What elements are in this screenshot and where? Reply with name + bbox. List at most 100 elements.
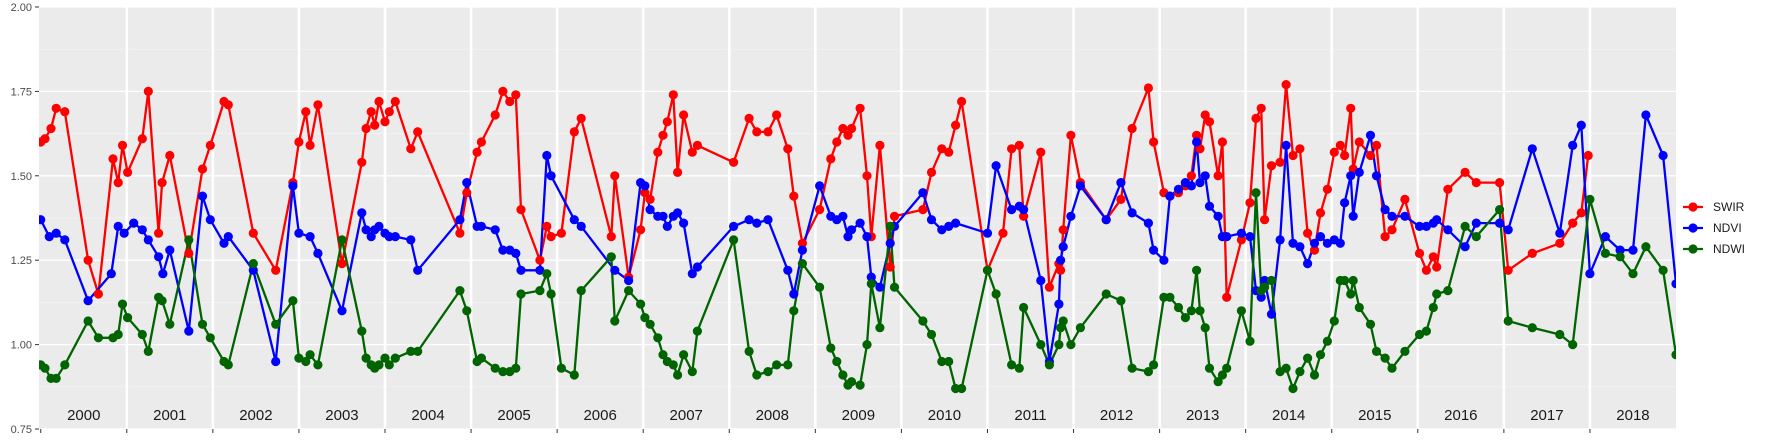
ndwi-point bbox=[535, 286, 545, 296]
ndwi-point bbox=[380, 353, 390, 363]
swir-point bbox=[662, 117, 672, 127]
ndwi-point bbox=[1371, 346, 1382, 356]
ndwi-point bbox=[1615, 252, 1625, 262]
ndvi-point bbox=[1503, 225, 1513, 235]
swir-point bbox=[1127, 123, 1137, 134]
ndwi-point bbox=[846, 377, 857, 387]
ndvi-point bbox=[511, 248, 521, 258]
ndwi-point bbox=[797, 259, 808, 269]
ndvi-point bbox=[576, 221, 586, 231]
swir-point bbox=[1066, 130, 1076, 140]
ndvi-point bbox=[1186, 181, 1196, 191]
swir-point bbox=[223, 100, 233, 110]
swir-point bbox=[1186, 171, 1196, 181]
swir-point bbox=[826, 154, 836, 164]
ndvi-point bbox=[662, 221, 672, 231]
ndwi-point bbox=[93, 333, 103, 343]
swir-point bbox=[1380, 232, 1390, 242]
ndwi-point bbox=[692, 326, 703, 336]
year-label: 2016 bbox=[1444, 407, 1477, 424]
ndvi-point bbox=[1165, 191, 1175, 201]
ndwi-point bbox=[1007, 360, 1017, 370]
swir-point bbox=[1432, 262, 1442, 272]
ndvi-point bbox=[744, 215, 754, 225]
swir-point bbox=[783, 144, 793, 154]
ndvi-point bbox=[476, 221, 486, 231]
swir-point bbox=[679, 110, 689, 120]
ndwi-point bbox=[885, 221, 895, 231]
ndwi-point bbox=[1365, 319, 1376, 329]
swir-point bbox=[855, 103, 865, 113]
ndwi-point bbox=[729, 235, 739, 245]
ndwi-point bbox=[668, 360, 678, 370]
ndwi-point bbox=[1251, 188, 1261, 198]
swir-point bbox=[1414, 248, 1425, 258]
ndvi-point bbox=[143, 235, 153, 245]
ndwi-point bbox=[1322, 336, 1332, 346]
ndwi-point bbox=[546, 289, 556, 299]
year-label: 2009 bbox=[842, 407, 875, 424]
ndwi-point bbox=[1058, 316, 1068, 326]
ndvi-point bbox=[1213, 211, 1223, 221]
ndvi-point bbox=[106, 269, 116, 279]
ndwi-point bbox=[1315, 350, 1326, 360]
ndwi-point bbox=[673, 370, 683, 380]
swir-point bbox=[1213, 171, 1223, 181]
swir-point bbox=[951, 120, 961, 130]
ndvi-point bbox=[366, 232, 376, 242]
swir-point bbox=[1149, 137, 1159, 147]
swir-point bbox=[846, 123, 857, 134]
swir-point bbox=[1576, 208, 1586, 218]
ndwi-point bbox=[337, 235, 347, 245]
swir-point bbox=[658, 130, 668, 140]
swir-point bbox=[93, 289, 103, 299]
swir-point bbox=[1555, 238, 1565, 248]
swir-point bbox=[1058, 225, 1068, 235]
ndwi-point bbox=[1245, 336, 1255, 346]
year-label: 2017 bbox=[1530, 407, 1563, 424]
swir-point bbox=[1251, 113, 1261, 123]
ndwi-point bbox=[576, 286, 586, 296]
ndvi-point bbox=[1354, 167, 1364, 177]
ndvi-point bbox=[569, 215, 579, 225]
ndvi-point bbox=[1036, 275, 1046, 286]
ndwi-point bbox=[832, 356, 842, 367]
swir-point bbox=[1322, 184, 1332, 194]
swir-point bbox=[1007, 144, 1017, 154]
ndwi-point bbox=[556, 363, 567, 373]
ndvi-point bbox=[1387, 211, 1397, 221]
ndwi-point bbox=[624, 286, 634, 296]
ndwi-point bbox=[1555, 329, 1565, 340]
swir-point bbox=[1295, 144, 1305, 154]
ndvi-point bbox=[184, 326, 194, 336]
swir-point bbox=[1428, 252, 1438, 262]
ndvi-point bbox=[1222, 232, 1232, 242]
swir-point bbox=[1387, 225, 1397, 235]
ndvi-point bbox=[937, 225, 947, 235]
ndwi-point bbox=[301, 356, 311, 367]
ndvi-point bbox=[1303, 259, 1313, 269]
ndwi-point bbox=[1387, 363, 1397, 373]
ndwi-point bbox=[476, 353, 486, 363]
ndvi-point bbox=[462, 178, 472, 188]
ndvi-point bbox=[679, 218, 689, 228]
ndvi-point bbox=[1058, 242, 1068, 252]
swir-point bbox=[248, 228, 258, 238]
ndwi-point bbox=[1044, 360, 1054, 370]
ndwi-point bbox=[205, 333, 215, 343]
ndvi-point bbox=[248, 265, 258, 275]
ndvi-point bbox=[1281, 140, 1291, 150]
ndvi-point bbox=[51, 228, 61, 238]
ndwi-point bbox=[815, 282, 825, 292]
year-label: 2015 bbox=[1358, 407, 1391, 424]
ndwi-point bbox=[838, 370, 848, 380]
swir-point bbox=[875, 140, 885, 150]
ndvi-point bbox=[1568, 140, 1578, 150]
ndwi-point bbox=[271, 319, 281, 329]
ndwi-point bbox=[374, 360, 384, 370]
ndvi-point bbox=[1527, 144, 1537, 154]
ndwi-point bbox=[875, 323, 885, 333]
ndvi-point bbox=[205, 215, 215, 225]
year-label: 2008 bbox=[756, 407, 789, 424]
ndwi-point bbox=[305, 350, 315, 360]
